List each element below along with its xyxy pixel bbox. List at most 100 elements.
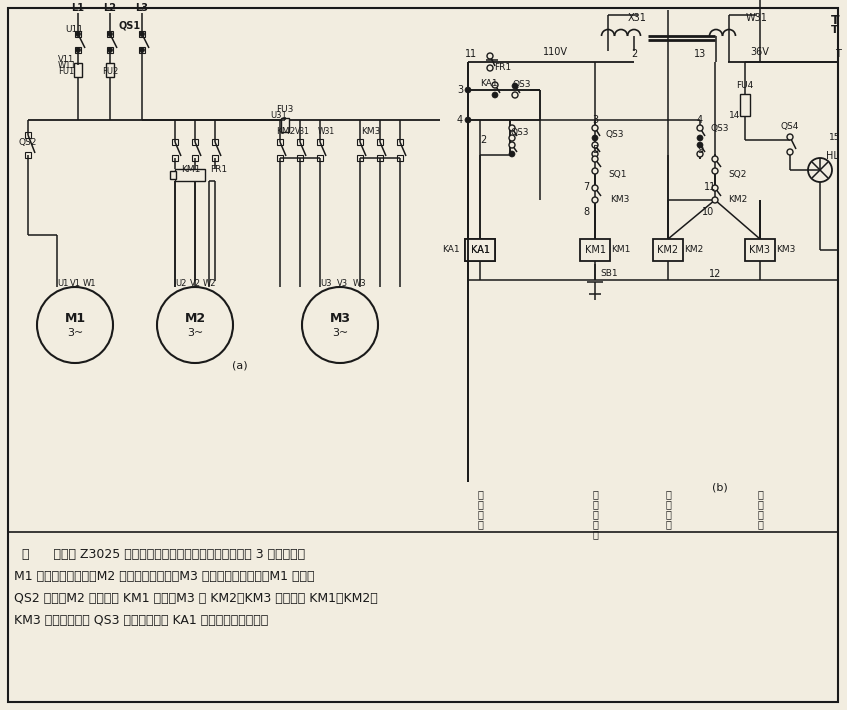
- Circle shape: [75, 31, 80, 36]
- Bar: [740, 94, 750, 116]
- Bar: [192, 139, 198, 145]
- Text: 动: 动: [592, 519, 598, 529]
- Text: FU3: FU3: [276, 106, 294, 114]
- Text: V2: V2: [190, 278, 201, 288]
- Circle shape: [140, 31, 145, 36]
- Circle shape: [509, 135, 515, 141]
- Text: 2: 2: [480, 135, 486, 145]
- Text: QS2: QS2: [18, 138, 36, 146]
- Bar: [175, 169, 205, 181]
- Text: 图      所示为 Z3025 型摇臂钻床的电气原理图。主电路中有 3 台电动件。: 图 所示为 Z3025 型摇臂钻床的电气原理图。主电路中有 3 台电动件。: [22, 549, 305, 562]
- Circle shape: [487, 53, 493, 59]
- Bar: [75, 31, 81, 37]
- Circle shape: [592, 125, 598, 131]
- Bar: [277, 139, 283, 145]
- Circle shape: [712, 185, 718, 191]
- Circle shape: [37, 287, 113, 363]
- Text: X31: X31: [628, 13, 646, 23]
- Text: 压: 压: [477, 499, 483, 509]
- Bar: [107, 31, 113, 37]
- Bar: [107, 47, 113, 53]
- Bar: [653, 239, 683, 261]
- Text: (b): (b): [712, 483, 728, 493]
- Text: KM3: KM3: [361, 128, 380, 136]
- Circle shape: [592, 185, 598, 191]
- Circle shape: [492, 82, 498, 88]
- Text: KM3: KM3: [610, 195, 629, 204]
- Text: W2: W2: [202, 278, 216, 288]
- Text: 11: 11: [704, 182, 716, 192]
- Circle shape: [592, 142, 598, 148]
- Text: 摇: 摇: [757, 489, 763, 499]
- Text: KM2: KM2: [276, 128, 295, 136]
- Bar: [212, 155, 218, 161]
- Text: KM1: KM1: [611, 246, 630, 254]
- Bar: [397, 139, 403, 145]
- Bar: [465, 239, 495, 261]
- Text: FU1: FU1: [58, 67, 75, 77]
- Bar: [397, 155, 403, 161]
- Bar: [139, 31, 145, 37]
- Text: (a): (a): [232, 360, 248, 370]
- Bar: [25, 152, 31, 158]
- Text: FR1: FR1: [494, 63, 511, 72]
- Text: W1: W1: [82, 278, 96, 288]
- Text: SB1: SB1: [600, 270, 617, 278]
- Text: L2: L2: [103, 3, 117, 13]
- Bar: [377, 155, 383, 161]
- Text: HL: HL: [826, 151, 839, 161]
- Text: 1: 1: [470, 49, 476, 59]
- Circle shape: [712, 168, 718, 174]
- Bar: [357, 139, 363, 145]
- Bar: [106, 63, 114, 77]
- Bar: [281, 118, 289, 132]
- Circle shape: [512, 92, 518, 98]
- Text: U2: U2: [175, 278, 186, 288]
- Circle shape: [592, 151, 598, 157]
- Bar: [192, 155, 198, 161]
- Circle shape: [509, 151, 515, 157]
- Text: QS2 控制，M2 由接触器 KM1 控制，M3 由 KM2、KM3 控制。而 KM1、KM2、: QS2 控制，M2 由接触器 KM1 控制，M3 由 KM2、KM3 控制。而 …: [14, 593, 378, 606]
- Circle shape: [697, 135, 703, 141]
- Text: 保: 保: [477, 509, 483, 519]
- Text: M1: M1: [64, 312, 86, 324]
- Bar: [317, 155, 323, 161]
- Text: QS1: QS1: [119, 20, 141, 30]
- Circle shape: [75, 48, 80, 53]
- Text: 1: 1: [465, 49, 471, 59]
- Circle shape: [157, 287, 233, 363]
- Text: W11: W11: [58, 62, 77, 70]
- Text: T: T: [835, 49, 841, 59]
- Text: 5: 5: [592, 145, 598, 155]
- Text: 主: 主: [592, 489, 598, 499]
- Text: QS3: QS3: [606, 129, 624, 138]
- Text: 机: 机: [592, 529, 598, 539]
- Bar: [317, 139, 323, 145]
- Text: M1 为冷却泵电动机，M2 为主轴箱电动机，M3 为摇臂升降电动机。M1 由开关: M1 为冷却泵电动机，M2 为主轴箱电动机，M3 为摇臂升降电动机。M1 由开关: [14, 571, 314, 584]
- Text: 4: 4: [457, 115, 463, 125]
- Text: 110V: 110V: [542, 47, 567, 57]
- Text: 3~: 3~: [67, 328, 83, 338]
- Text: 2: 2: [631, 49, 637, 59]
- Text: 13: 13: [694, 49, 706, 59]
- Circle shape: [509, 125, 515, 131]
- Text: KM3 均由十字开关 QS3 控制，继电器 KA1 起零位保护作用。：: KM3 均由十字开关 QS3 控制，继电器 KA1 起零位保护作用。：: [14, 613, 268, 626]
- Text: U31: U31: [270, 111, 287, 121]
- Text: 升: 升: [665, 519, 671, 529]
- Bar: [170, 171, 176, 179]
- Bar: [212, 139, 218, 145]
- Text: KM2: KM2: [728, 195, 747, 204]
- Text: FR1: FR1: [210, 165, 227, 175]
- Circle shape: [787, 134, 793, 140]
- Text: L1: L1: [71, 3, 85, 13]
- Text: 14: 14: [729, 111, 740, 121]
- Bar: [74, 63, 82, 77]
- Text: M2: M2: [185, 312, 206, 324]
- Text: W31: W31: [746, 13, 768, 23]
- Text: KM1: KM1: [584, 245, 606, 255]
- Text: 电: 电: [592, 509, 598, 519]
- Text: 降: 降: [757, 519, 763, 529]
- Text: U3: U3: [320, 278, 331, 288]
- Text: 3~: 3~: [187, 328, 203, 338]
- Bar: [297, 155, 303, 161]
